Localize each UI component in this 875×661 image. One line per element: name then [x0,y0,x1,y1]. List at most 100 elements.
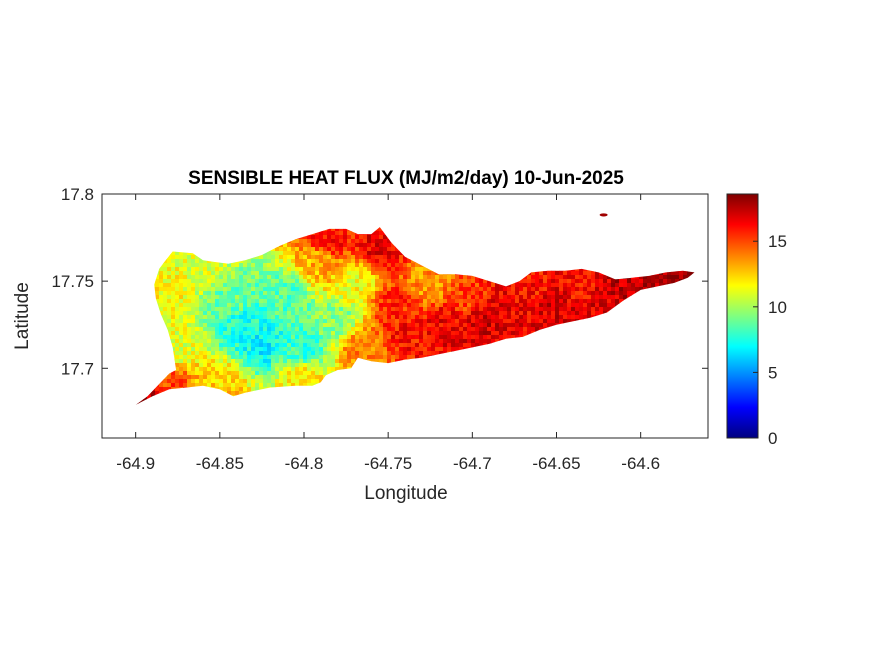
heat-cell [407,327,411,331]
heat-cell [211,359,215,363]
heat-cell [271,351,275,355]
heat-cell [307,311,311,315]
heat-cell [503,303,507,307]
heat-cell [319,307,323,311]
heat-cell [443,287,447,291]
heat-cell [367,355,371,359]
heat-cell [471,319,475,323]
heat-cell [263,271,267,275]
heat-cell [271,343,275,347]
heat-cell [311,331,315,335]
heat-cell [323,247,327,251]
heat-cell [463,299,467,303]
heat-cell [315,243,319,247]
heat-cell [315,267,319,271]
heat-cell [379,311,383,315]
heat-cell [519,331,523,335]
heat-cell [499,287,503,291]
heat-cell [375,231,379,235]
heat-cell [207,347,211,351]
heat-cell [471,315,475,319]
heat-cell [163,311,167,315]
heat-cell [503,291,507,295]
heat-cell [579,279,583,283]
heat-cell [487,323,491,327]
heat-cell [611,295,615,299]
heat-cell [471,307,475,311]
heat-cell [403,299,407,303]
heat-cell [179,255,183,259]
heat-cell [303,267,307,271]
heat-cell [379,279,383,283]
heat-cell [343,235,347,239]
heat-cell [195,335,199,339]
heat-cell [331,303,335,307]
heat-cell [235,283,239,287]
heat-cell [467,315,471,319]
heat-cell [523,311,527,315]
heat-cell [519,287,523,291]
heat-cell [527,323,531,327]
heat-cell [607,283,611,287]
heat-cell [311,267,315,271]
heat-cell [427,303,431,307]
heat-cell [239,363,243,367]
heat-cell [367,247,371,251]
heat-cell [195,267,199,271]
heat-cell [543,283,547,287]
heat-cell [559,283,563,287]
heat-cell [199,359,203,363]
heat-cell [331,367,335,371]
heat-cell [327,355,331,359]
heat-cell [291,283,295,287]
heat-cell [315,303,319,307]
heat-cell [247,311,251,315]
heat-cell [479,279,483,283]
heat-cell [331,291,335,295]
heat-cell [591,299,595,303]
heat-cell [263,315,267,319]
heat-cell [467,319,471,323]
heat-cell [359,235,363,239]
heat-cell [375,331,379,335]
heat-cell [199,295,203,299]
heat-cell [435,323,439,327]
heat-cell [391,283,395,287]
heat-cell [283,327,287,331]
heat-cell [283,355,287,359]
heat-cell [199,319,203,323]
heat-cell [179,311,183,315]
heat-cell [199,283,203,287]
heat-cell [279,339,283,343]
heat-cell [207,351,211,355]
heat-cell [347,287,351,291]
heat-cell [275,295,279,299]
heat-cell [219,275,223,279]
heat-cell [415,287,419,291]
heat-cell [395,343,399,347]
heat-cell [215,319,219,323]
heat-cell [495,291,499,295]
heat-cell [403,331,407,335]
heat-cell [187,299,191,303]
heat-cell [287,243,291,247]
heat-cell [347,363,351,367]
heat-cell [383,303,387,307]
heat-cell [199,363,203,367]
heat-cell [579,291,583,295]
heat-cell [311,255,315,259]
heat-cell [479,291,483,295]
heat-cell [247,331,251,335]
heat-cell [471,295,475,299]
heat-cell [323,251,327,255]
heat-cell [399,299,403,303]
heat-cell [627,283,631,287]
heat-cell [231,343,235,347]
heat-cell [211,347,215,351]
heat-cell [163,267,167,271]
heat-cell [583,271,587,275]
heat-cell [595,287,599,291]
heat-cell [595,283,599,287]
heat-cell [291,363,295,367]
heat-cell [579,275,583,279]
